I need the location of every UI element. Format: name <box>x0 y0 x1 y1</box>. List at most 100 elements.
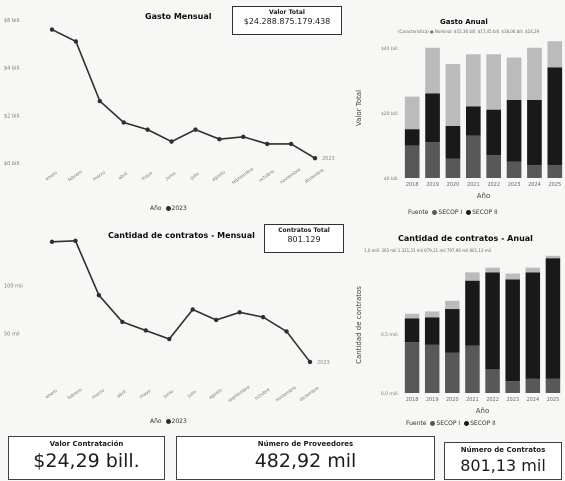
legend-item-secop1[interactable]: SECOP I <box>436 420 461 427</box>
x-tick-label: abril <box>116 389 128 400</box>
bar-segment-secop-ii[interactable] <box>545 258 561 379</box>
data-point[interactable] <box>145 127 150 132</box>
bar-segment-secop-i[interactable] <box>404 145 420 178</box>
bar-segment-secop-ii[interactable] <box>425 93 440 143</box>
bar-segment-secop-i[interactable] <box>404 342 420 393</box>
bar-segment-secop-i[interactable] <box>465 135 481 178</box>
legend-item-2023[interactable]: 2023 <box>171 418 187 425</box>
bar-segment-otros[interactable] <box>445 300 460 310</box>
legend-prefix: Fuente <box>408 209 429 216</box>
data-point[interactable] <box>241 134 246 139</box>
bar-segment-secop-i[interactable] <box>486 155 502 178</box>
bar-segment-secop-ii[interactable] <box>404 318 420 343</box>
data-point[interactable] <box>217 136 222 142</box>
data-point[interactable] <box>264 141 270 147</box>
bar-segment-secop-ii[interactable] <box>525 272 541 379</box>
bar-segment-secop-i[interactable] <box>465 345 480 393</box>
bar-segment-otros[interactable] <box>465 54 481 107</box>
bar-segment-otros[interactable] <box>404 96 420 130</box>
y-tick-label: $40 bill. <box>381 46 399 52</box>
y-axis-title: Cantidad de contratos <box>355 286 363 364</box>
x-axis-title: Año <box>477 192 491 200</box>
data-point[interactable] <box>213 317 219 323</box>
data-point[interactable] <box>260 314 266 320</box>
bar-segment-secop-ii[interactable] <box>547 67 563 165</box>
gasto-mensual-chart[interactable]: $0 bill. $2 bill. $4 bill. $6 bill. enero feb… <box>0 0 345 200</box>
x-tick-label: 2020 <box>446 397 459 403</box>
legend-dot-icon <box>432 210 438 215</box>
bar-segment-secop-ii[interactable] <box>424 317 440 345</box>
bar-segment-otros[interactable] <box>424 311 440 318</box>
data-point[interactable] <box>169 139 174 144</box>
data-point[interactable] <box>49 27 55 32</box>
data-point[interactable] <box>193 127 198 132</box>
bar-segment-otros[interactable] <box>545 255 561 259</box>
bar-segment-secop-ii[interactable] <box>465 280 480 346</box>
legend-item-2023[interactable]: 2023 <box>171 205 187 212</box>
bar-segment-otros[interactable] <box>485 267 500 273</box>
data-point[interactable] <box>49 239 55 245</box>
gasto-anual-title: Gasto Anual <box>440 18 488 26</box>
bar-segment-secop-ii[interactable] <box>445 125 461 159</box>
gasto-mensual-title: Gasto Mensual <box>145 12 212 21</box>
data-point[interactable] <box>237 310 242 315</box>
data-point[interactable] <box>73 238 78 244</box>
data-point[interactable] <box>121 120 126 125</box>
bar-segment-secop-i[interactable] <box>505 381 520 393</box>
bar-segment-secop-i[interactable] <box>525 378 541 393</box>
bar-segment-otros[interactable] <box>445 64 461 126</box>
bar-segment-otros[interactable] <box>527 47 542 100</box>
y-tick-label: $2 bill. <box>4 113 21 119</box>
y-axis-title: Valor Total <box>355 90 363 126</box>
kpi-card-numero-proveedores: Número de Proveedores 482,92 mil <box>176 436 435 480</box>
data-point[interactable] <box>120 319 125 325</box>
bar-segment-secop-i[interactable] <box>424 344 440 393</box>
data-point[interactable] <box>284 329 289 334</box>
x-tick-label: 2025 <box>547 397 560 403</box>
data-point[interactable] <box>143 328 149 333</box>
legend-prefix: Año <box>150 205 162 212</box>
bar-segment-secop-ii[interactable] <box>445 309 460 353</box>
bar-segment-otros[interactable] <box>465 272 480 281</box>
bar-segment-otros[interactable] <box>486 54 502 110</box>
series-line-2023 <box>51 28 316 159</box>
legend-item-secop1[interactable]: SECOP I <box>438 209 463 216</box>
bar-segment-secop-ii[interactable] <box>506 99 522 162</box>
data-point[interactable] <box>190 307 195 312</box>
data-point[interactable] <box>167 336 172 342</box>
bar-segment-secop-i[interactable] <box>485 369 500 393</box>
valor-total-value: $24.288.875.179.438 <box>243 17 331 26</box>
bar-segment-secop-i[interactable] <box>425 142 440 178</box>
bar-segment-secop-i[interactable] <box>506 161 522 178</box>
bar-segment-secop-i[interactable] <box>445 352 460 393</box>
data-point[interactable] <box>288 141 294 147</box>
bar-segment-secop-ii[interactable] <box>505 279 520 382</box>
bar-segment-otros[interactable] <box>525 267 541 273</box>
bar-segment-otros[interactable] <box>404 313 420 319</box>
bar-segment-otros[interactable] <box>425 47 440 94</box>
y-tick-label: 100 mil <box>4 284 23 290</box>
bar-segment-secop-ii[interactable] <box>465 106 481 136</box>
bar-segment-otros[interactable] <box>506 57 522 100</box>
data-point[interactable] <box>96 293 102 298</box>
y-tick-label: $4 bill. <box>4 66 21 72</box>
data-point[interactable] <box>97 98 103 104</box>
bar-segment-otros[interactable] <box>505 273 520 280</box>
gasto-anual-chart[interactable]: 2018 2019 2020 2021 2022 2023 2024 2025 $0 bill.… <box>350 0 565 205</box>
bar-segment-secop-ii[interactable] <box>527 99 542 165</box>
legend-item-secop2[interactable]: SECOP II <box>470 420 496 427</box>
contratos-anual-chart[interactable]: 2018 2019 2020 2021 2022 2023 2024 2025 0,0 mill… <box>350 225 565 420</box>
bar-segment-secop-ii[interactable] <box>486 109 502 156</box>
bar-segment-secop-i[interactable] <box>527 164 542 178</box>
legend-item-secop2[interactable]: SECOP II <box>472 209 498 216</box>
data-point[interactable] <box>307 359 313 365</box>
bar-segment-secop-i[interactable] <box>545 378 561 393</box>
data-point[interactable] <box>312 156 318 161</box>
bar-segment-secop-ii[interactable] <box>485 272 500 370</box>
bar-segment-secop-i[interactable] <box>547 164 563 178</box>
bar-segment-secop-ii[interactable] <box>404 129 420 146</box>
data-point[interactable] <box>73 39 79 44</box>
bar-segment-secop-i[interactable] <box>445 158 461 178</box>
bar-segment-otros[interactable] <box>547 41 563 68</box>
